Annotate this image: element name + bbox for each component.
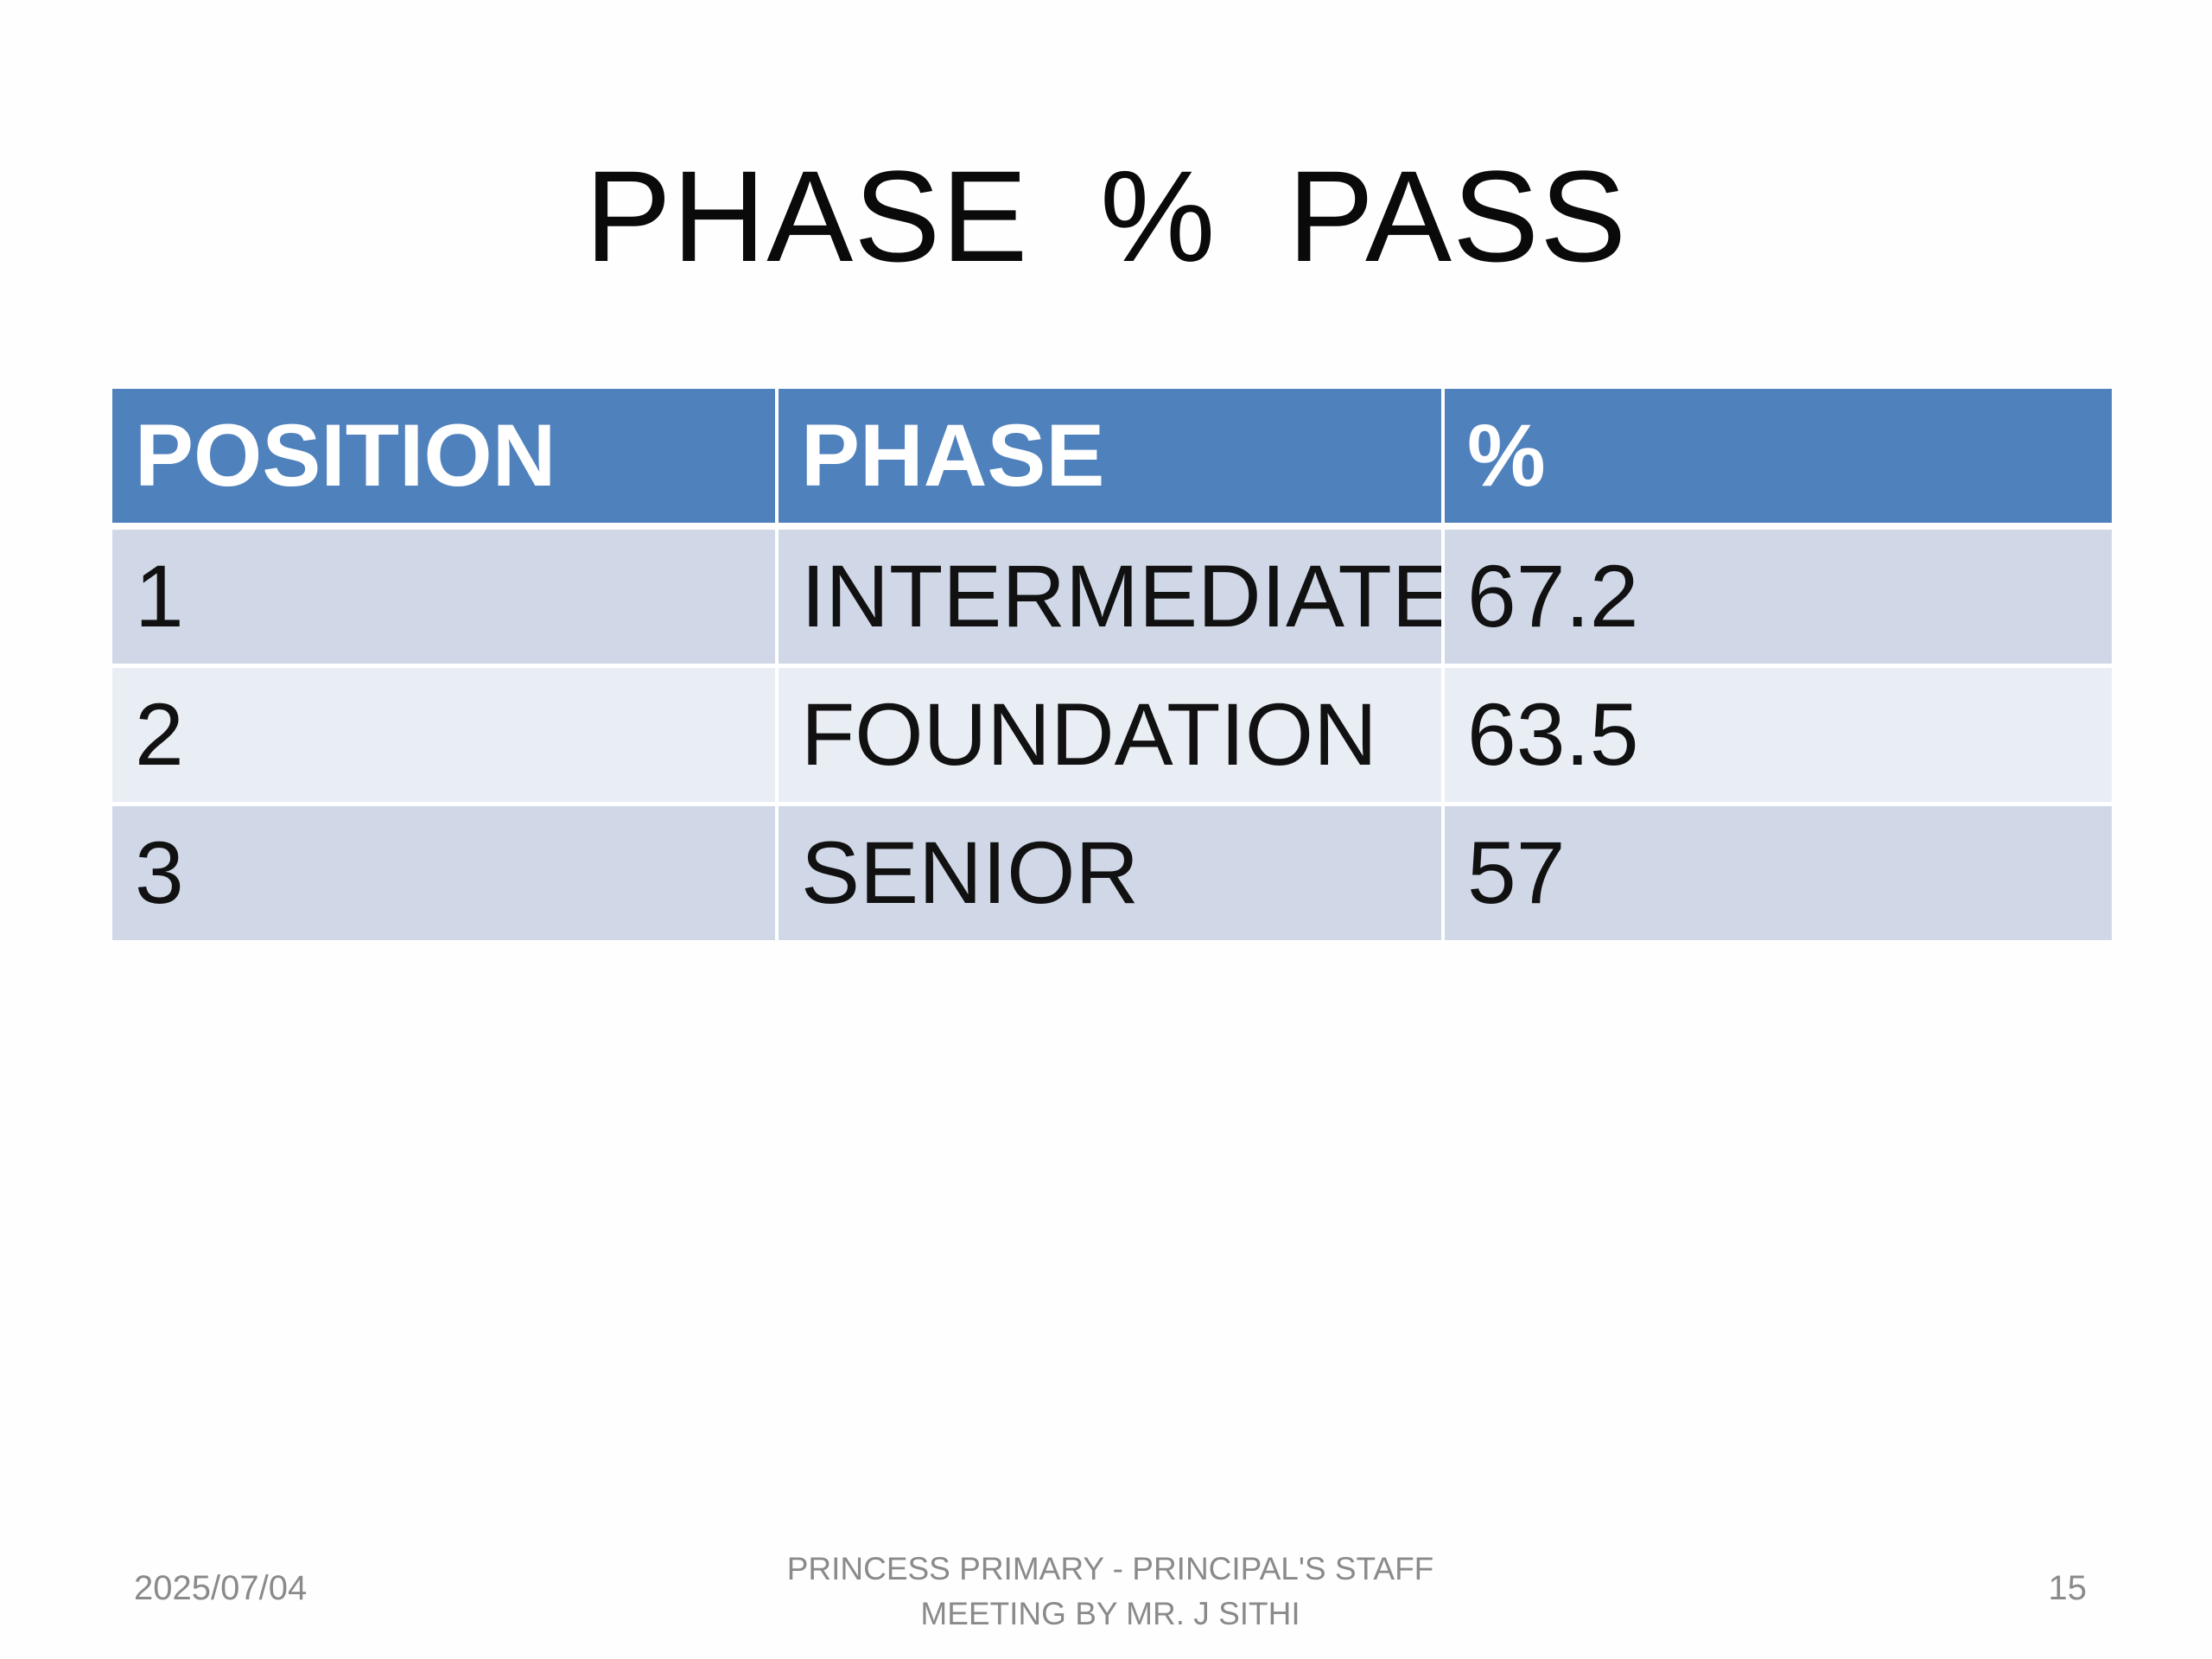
table-row: 1 INTERMEDIATE 67.2 xyxy=(112,530,2112,668)
footer-caption: PRINCESS PRIMARY - PRINCIPAL'S STAFF MEE… xyxy=(760,1547,1460,1637)
footer-date: 2025/07/04 xyxy=(134,1569,308,1607)
cell-position: 1 xyxy=(112,530,779,668)
page-number: 15 xyxy=(2048,1569,2088,1607)
table-header-row: POSITION PHASE % xyxy=(112,389,2112,530)
cell-position: 2 xyxy=(112,668,779,806)
cell-phase: INTERMEDIATE xyxy=(779,530,1445,668)
header-percent: % xyxy=(1445,389,2112,530)
header-phase: PHASE xyxy=(779,389,1445,530)
table-row: 3 SENIOR 57 xyxy=(112,806,2112,940)
slide-title: PHASE % PASS xyxy=(584,143,1628,289)
cell-phase: SENIOR xyxy=(779,806,1445,940)
cell-percent: 57 xyxy=(1445,806,2112,940)
header-position: POSITION xyxy=(112,389,779,530)
cell-percent: 63.5 xyxy=(1445,668,2112,806)
table-row: 2 FOUNDATION 63.5 xyxy=(112,668,2112,806)
cell-position: 3 xyxy=(112,806,779,940)
phase-pass-table: POSITION PHASE % 1 INTERMEDIATE 67.2 2 F… xyxy=(112,389,2112,940)
footer-caption-line-2: MEETING BY MR. J SITHI xyxy=(920,1596,1300,1631)
cell-percent: 67.2 xyxy=(1445,530,2112,668)
footer-caption-line-1: PRINCESS PRIMARY - PRINCIPAL'S STAFF xyxy=(786,1551,1434,1586)
cell-phase: FOUNDATION xyxy=(779,668,1445,806)
